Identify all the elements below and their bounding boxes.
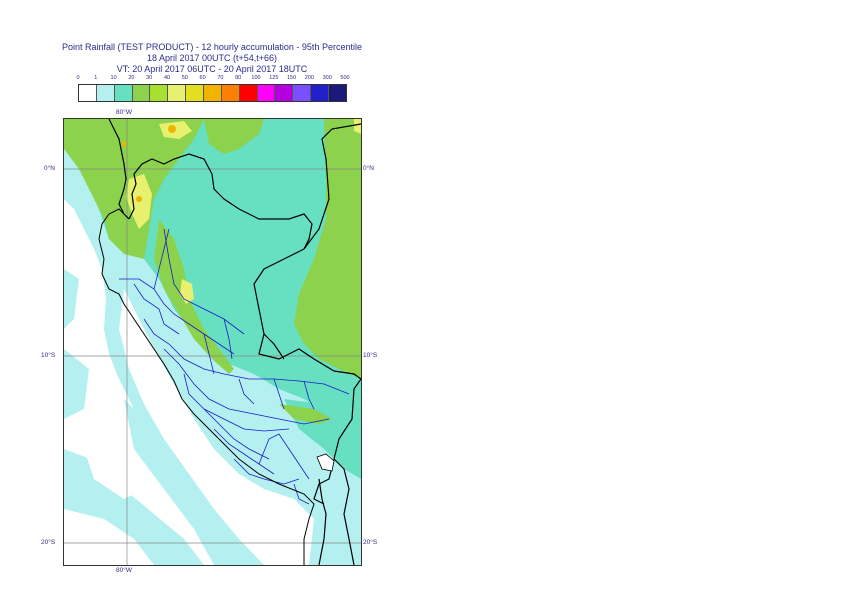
regional-borders [119,228,350,505]
legend-swatch [275,85,294,101]
legend-swatch [186,85,205,101]
legend-swatch [132,85,151,101]
legend-swatch [96,85,115,101]
legend-swatch [257,85,276,101]
legend-color-bar [78,84,347,102]
lon-label-top: 80°W [116,109,132,116]
legend-tick-labels: 0 1 10 20 30 40 50 60 70 80 100 125 150 200 300 500 [76,75,350,84]
coastline-north [98,208,125,260]
legend-tick-label: 60 [199,75,206,81]
legend-swatch [204,85,222,101]
map-canvas [64,119,361,565]
rain-zone-20-30mm-andes [154,219,234,374]
legend-swatch [311,85,330,101]
rain-zone-1-10mm-south [64,269,204,565]
legend-tick-label: 20 [128,75,135,81]
color-legend: 0 1 10 20 30 40 50 60 70 80 100 125 150 200 300 500 [76,75,350,102]
rain-zone-20-30mm-east [294,119,361,379]
legend-tick-label: 10 [110,75,117,81]
legend-tick-label: 30 [146,75,153,81]
rain-zone-20-30mm-se [279,404,332,424]
lat-label-right-20: 20°S [363,539,378,546]
rain-zone-0-1mm-sea [64,449,154,565]
rain-zone-60-70mm-spot3 [121,141,127,147]
legend-swatch [329,85,346,101]
lat-label-left-10: 10°S [41,352,56,359]
rainfall-map[interactable] [63,118,362,566]
legend-tick-label: 0 [76,75,80,81]
lon-label-bottom: 80°W [116,567,132,574]
coastline [101,258,315,565]
rain-zone-20-30mm-top [204,119,264,154]
legend-swatch [221,85,240,101]
legend-tick-label: 150 [287,75,297,81]
legend-swatch [79,85,97,101]
legend-tick-label: 100 [251,75,261,81]
legend-tick-label: 125 [269,75,279,81]
legend-tick-label: 500 [340,75,350,81]
rain-zone-1-10mm-sea-patch [124,399,234,565]
country-borders [108,119,361,565]
legend-tick-label: 70 [217,75,224,81]
lat-label-left-0: 0°N [44,165,55,172]
rain-zone-40-50mm-core4 [354,119,361,134]
legend-tick-label: 80 [235,75,242,81]
legend-swatch [150,85,169,101]
rain-zone-60-70mm-spot1 [168,125,176,133]
legend-tick-label: 300 [322,75,332,81]
map-title-block: Point Rainfall (TEST PRODUCT) - 12 hourl… [0,42,424,75]
lat-label-right-10: 10°S [363,352,378,359]
lake-titicaca [316,453,335,472]
legend-tick-label: 1 [94,75,98,81]
validity-time: VT: 20 April 2017 06UTC - 20 April 2017 … [116,64,308,74]
legend-tick-label: 50 [181,75,188,81]
rain-zone-60-70mm-spot2 [136,196,142,202]
rain-zone-10-20mm [94,119,361,449]
legend-swatch [239,85,258,101]
legend-tick-label: 200 [304,75,314,81]
run-time: 18 April 2017 00UTC (t+54,t+66) [146,53,278,63]
legend-swatch [114,85,133,101]
map-title: Point Rainfall (TEST PRODUCT) - 12 hourl… [62,42,362,52]
lat-label-right-0: 0°N [363,165,374,172]
legend-swatch [293,85,312,101]
lat-label-left-20: 20°S [41,539,56,546]
legend-tick-label: 40 [163,75,171,81]
legend-swatch [168,85,187,101]
rain-zone-0-1mm-coast [119,289,314,565]
